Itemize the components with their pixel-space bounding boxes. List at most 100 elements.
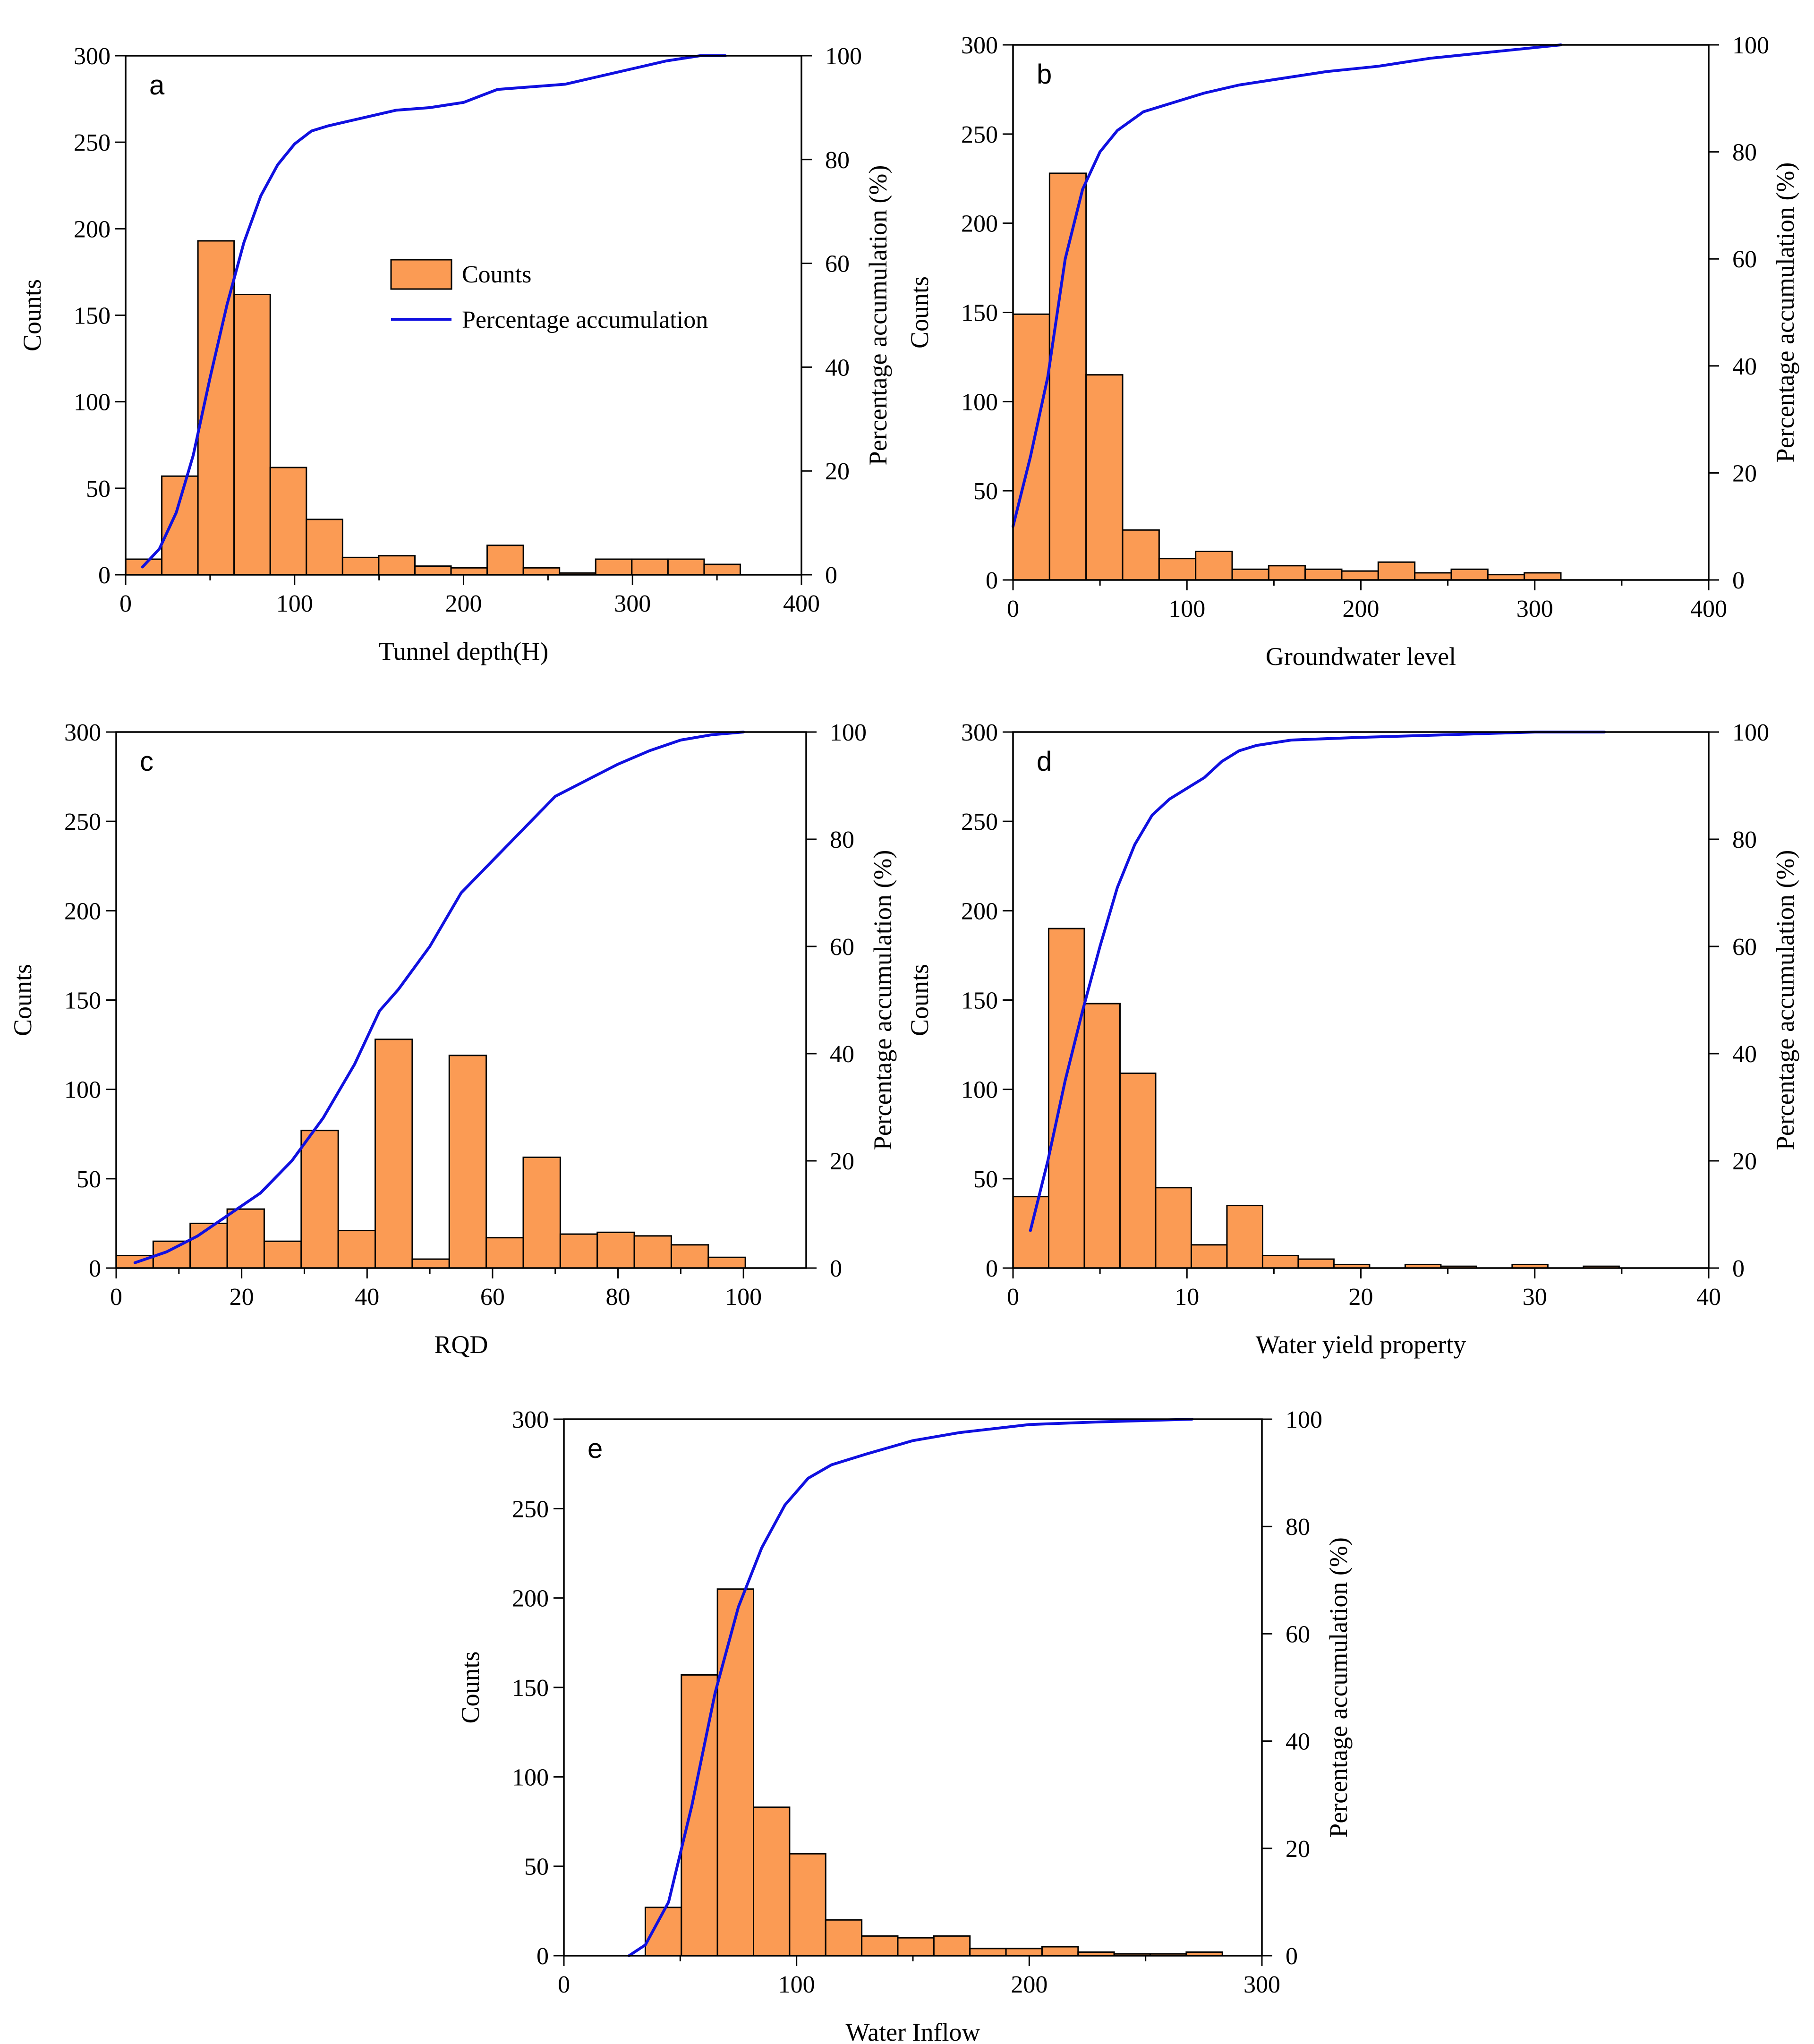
x-tick-label: 0 <box>558 1971 570 1998</box>
bar <box>825 1919 863 1957</box>
bar <box>631 558 669 576</box>
y-tick-label: 0 <box>98 562 111 589</box>
bar <box>1377 561 1416 581</box>
y-axis-left: 0 50 100 150 200 250 300 <box>961 32 1013 594</box>
y-axis-title: Counts <box>456 1651 485 1723</box>
y-axis-left: 0 50 100 150 200 250 300 <box>74 43 126 589</box>
y2-tick-label: 40 <box>825 354 850 381</box>
y-tick-label: 150 <box>961 300 998 327</box>
y-tick-label: 100 <box>961 1077 998 1104</box>
panel-letter: a <box>149 70 165 101</box>
bar <box>1119 1073 1157 1269</box>
bar <box>633 1235 672 1269</box>
bar <box>670 1244 709 1269</box>
bar <box>306 519 343 576</box>
y-tick-label: 50 <box>77 1166 101 1193</box>
bar <box>375 1039 413 1269</box>
x-tick-label: 0 <box>1007 1284 1019 1311</box>
bar <box>595 558 633 576</box>
histogram-bars <box>125 240 741 576</box>
x-tick-label: 300 <box>1243 1971 1280 1998</box>
y2-tick-label: 100 <box>830 719 867 746</box>
bar <box>1414 572 1452 581</box>
x-tick-label: 200 <box>1343 596 1380 622</box>
bar <box>1268 565 1306 581</box>
bar <box>789 1853 826 1957</box>
x-axis: 0 10 20 30 40 <box>1007 1268 1721 1311</box>
bar <box>1226 1205 1263 1269</box>
y-axis-left: 0 50 100 150 200 250 300 <box>512 1406 564 1970</box>
y-tick-label: 300 <box>961 719 998 746</box>
bar <box>341 556 380 576</box>
y-tick-label: 100 <box>74 389 111 416</box>
y2-tick-label: 20 <box>1286 1836 1310 1863</box>
y2-tick-label: 20 <box>1732 1148 1757 1175</box>
chart-panel-a: 0 100 200 300 400050100150200250300020406080… <box>18 43 892 665</box>
y-axis-title: Counts <box>9 964 37 1036</box>
y2-axis-title: Percentage accumulation (%) <box>1324 1537 1353 1838</box>
bar <box>486 545 524 576</box>
x-axis-title: Tunnel depth(H) <box>379 637 549 665</box>
y2-tick-label: 100 <box>825 43 862 70</box>
legend: Counts Percentage accumulation <box>390 259 708 333</box>
bar <box>1155 1187 1192 1269</box>
x-tick-label: 400 <box>1690 596 1727 622</box>
y2-tick-label: 100 <box>1732 719 1769 746</box>
bar <box>1261 1255 1299 1269</box>
panel-letter: b <box>1037 59 1052 90</box>
x-tick-label: 20 <box>230 1284 254 1311</box>
y2-tick-label: 60 <box>830 934 854 961</box>
x-axis-title: Water yield property <box>1256 1330 1466 1359</box>
bar <box>596 1231 635 1269</box>
y-tick-label: 100 <box>961 389 998 416</box>
y2-axis-title: Percentage accumulation (%) <box>1771 162 1799 463</box>
y2-tick-label: 0 <box>825 562 837 589</box>
y2-axis-title: Percentage accumulation (%) <box>864 165 892 466</box>
chart-panel-b: 0 100 200 300 400050100150200250300020406080… <box>905 32 1799 671</box>
bar <box>300 1130 339 1269</box>
bar <box>753 1806 791 1957</box>
x-tick-label: 10 <box>1175 1284 1199 1311</box>
bar <box>1085 374 1124 581</box>
x-axis-title: Water Inflow <box>845 2018 980 2044</box>
bar <box>1122 529 1160 581</box>
y-axis-title: Counts <box>905 276 934 349</box>
histogram-bars <box>644 1588 1223 1957</box>
y2-tick-label: 100 <box>1732 32 1769 59</box>
bar <box>269 467 307 576</box>
y-axis-right: 0 20 40 60 80 100 <box>801 43 862 589</box>
bar <box>1158 558 1197 581</box>
x-tick-label: 200 <box>445 590 482 617</box>
y-tick-label: 200 <box>74 216 111 243</box>
panel-letter: d <box>1037 746 1052 777</box>
histogram-bars <box>1012 928 1620 1269</box>
x-axis-title: RQD <box>434 1330 488 1359</box>
x-tick-label: 400 <box>783 590 820 617</box>
y2-axis-title: Percentage accumulation (%) <box>869 850 897 1150</box>
bar <box>378 555 416 576</box>
bar <box>1048 172 1087 581</box>
histogram-bars <box>1012 172 1562 581</box>
x-axis: 0 100 200 300 400 <box>1007 580 1727 622</box>
bar <box>1450 568 1489 581</box>
x-tick-label: 100 <box>276 590 313 617</box>
y-tick-label: 150 <box>512 1675 549 1702</box>
y-tick-label: 50 <box>524 1854 549 1881</box>
bar <box>226 1208 265 1269</box>
bar <box>414 565 452 576</box>
y-tick-label: 250 <box>512 1496 549 1523</box>
bar <box>897 1937 935 1957</box>
y-tick-label: 100 <box>512 1764 549 1791</box>
legend-label-bars: Counts <box>462 261 531 288</box>
bar <box>716 1588 755 1957</box>
y2-tick-label: 0 <box>1732 1255 1745 1282</box>
y-tick-label: 0 <box>986 567 998 594</box>
y-axis-right: 0 20 40 60 80 100 <box>1262 1406 1322 1970</box>
y2-tick-label: 60 <box>825 251 850 278</box>
bar <box>969 1948 1007 1957</box>
bar <box>263 1240 302 1269</box>
x-tick-label: 100 <box>1168 596 1205 622</box>
legend-label-line: Percentage accumulation <box>462 307 708 333</box>
cumulative-line <box>133 731 745 1264</box>
y-axis-left: 0 50 100 150 200 250 300 <box>961 719 1013 1282</box>
